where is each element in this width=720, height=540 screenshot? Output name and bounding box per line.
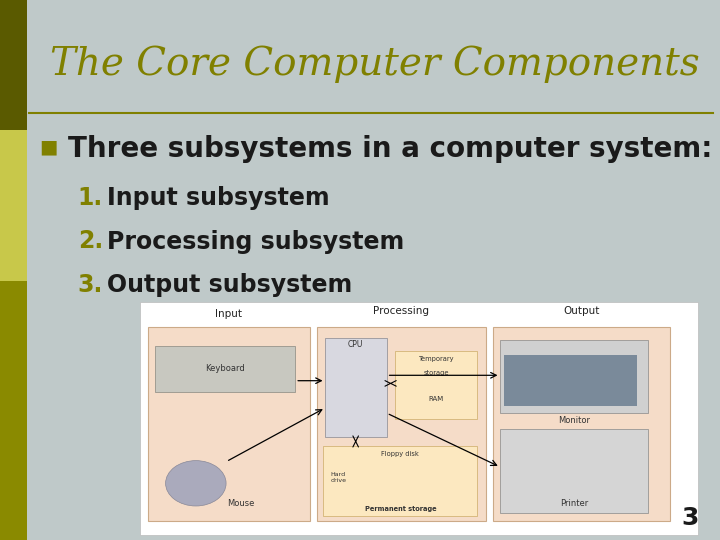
Text: 2.: 2. <box>78 230 103 253</box>
Bar <box>504 355 637 406</box>
Text: Floppy disk: Floppy disk <box>382 451 419 457</box>
Bar <box>325 338 387 437</box>
Bar <box>395 351 477 418</box>
Text: Hard
drive: Hard drive <box>330 472 346 483</box>
Text: The Core Computer Components: The Core Computer Components <box>50 46 700 83</box>
Bar <box>0 281 27 540</box>
Text: CPU: CPU <box>348 340 364 349</box>
Text: Processing subsystem: Processing subsystem <box>107 230 404 253</box>
Bar <box>500 429 648 513</box>
Text: Three subsystems in a computer system:: Three subsystems in a computer system: <box>68 135 713 163</box>
Text: Mouse: Mouse <box>228 500 255 509</box>
Text: ■: ■ <box>40 138 58 157</box>
Text: RAM: RAM <box>428 396 444 402</box>
Text: storage: storage <box>423 370 449 376</box>
Bar <box>0 130 27 281</box>
Circle shape <box>166 461 226 506</box>
Bar <box>493 327 670 521</box>
Text: 3: 3 <box>681 507 698 530</box>
Text: 3.: 3. <box>78 273 103 296</box>
Bar <box>0 0 27 130</box>
Text: Permanent storage: Permanent storage <box>364 506 436 512</box>
Text: Printer: Printer <box>559 498 588 508</box>
Text: Processing: Processing <box>373 306 429 316</box>
Text: Input: Input <box>215 308 243 319</box>
Bar <box>317 327 486 521</box>
Text: Input subsystem: Input subsystem <box>107 186 329 210</box>
Bar <box>148 327 310 521</box>
Text: Temporary: Temporary <box>418 356 454 362</box>
Text: Output: Output <box>564 306 600 316</box>
Text: Keyboard: Keyboard <box>204 364 245 373</box>
Text: Output subsystem: Output subsystem <box>107 273 352 296</box>
Bar <box>500 340 648 413</box>
Bar <box>323 446 477 516</box>
Bar <box>155 346 295 392</box>
Text: 1.: 1. <box>78 186 103 210</box>
Text: Monitor: Monitor <box>558 416 590 425</box>
Bar <box>140 302 698 535</box>
